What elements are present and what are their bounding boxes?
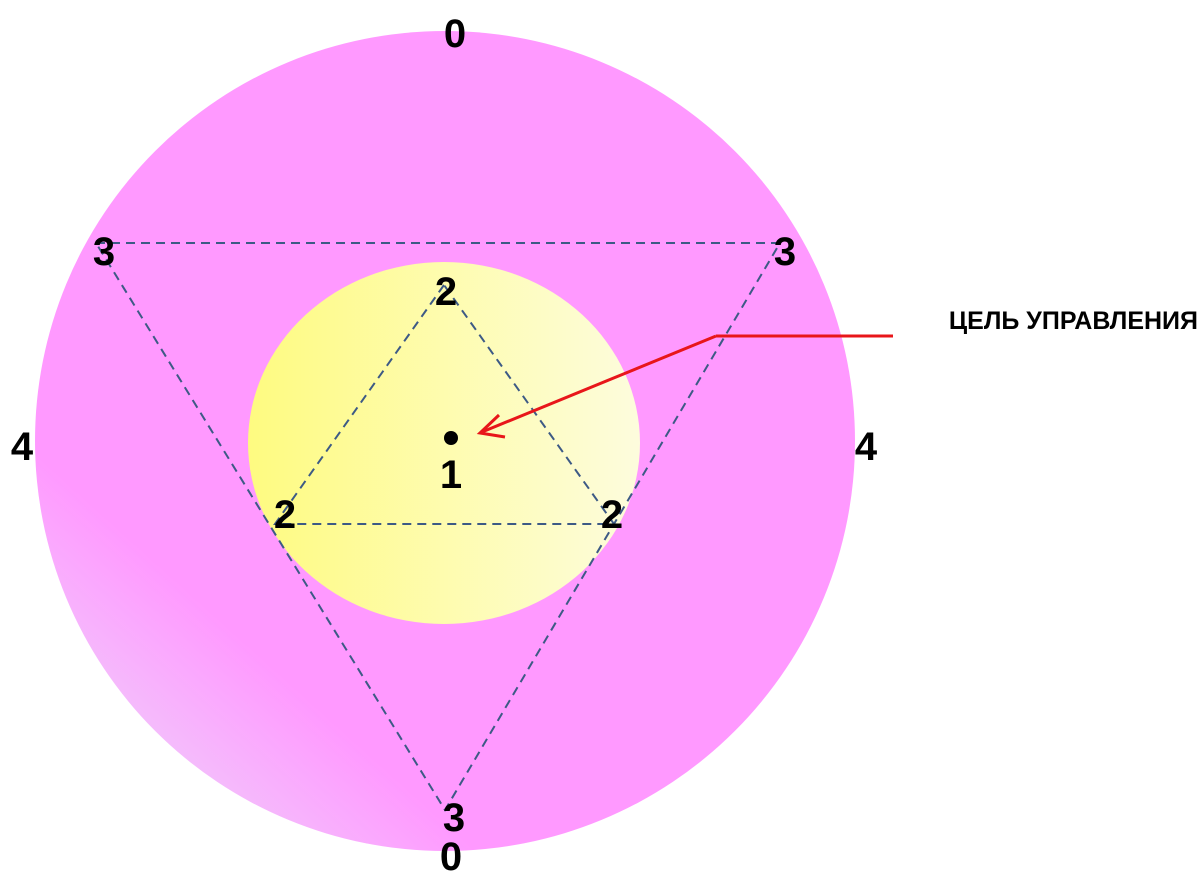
- label-inner-vertex-top: 2: [435, 270, 457, 314]
- inner-circle: [248, 262, 640, 624]
- label-bottom-zero: 0: [440, 835, 462, 872]
- label-left-four: 4: [11, 425, 34, 469]
- callout-arrow-shaft: [481, 334, 717, 434]
- center-dot: [444, 431, 458, 445]
- label-right-four: 4: [855, 425, 878, 469]
- arrow-head-icon: [476, 413, 506, 439]
- label-center: 1: [440, 453, 462, 497]
- label-inner-vertex-left: 2: [274, 493, 296, 537]
- label-top-zero: 0: [444, 12, 466, 56]
- label-outer-vertex-top-right: 3: [774, 230, 796, 274]
- label-inner-vertex-right: 2: [601, 493, 623, 537]
- label-outer-vertex-top-left: 3: [93, 230, 115, 274]
- callout-label: ЦЕЛЬ УПРАВЛЕНИЯ: [949, 307, 1198, 335]
- outer-triangle: [94, 242, 782, 812]
- label-outer-vertex-bottom: 3: [443, 796, 465, 840]
